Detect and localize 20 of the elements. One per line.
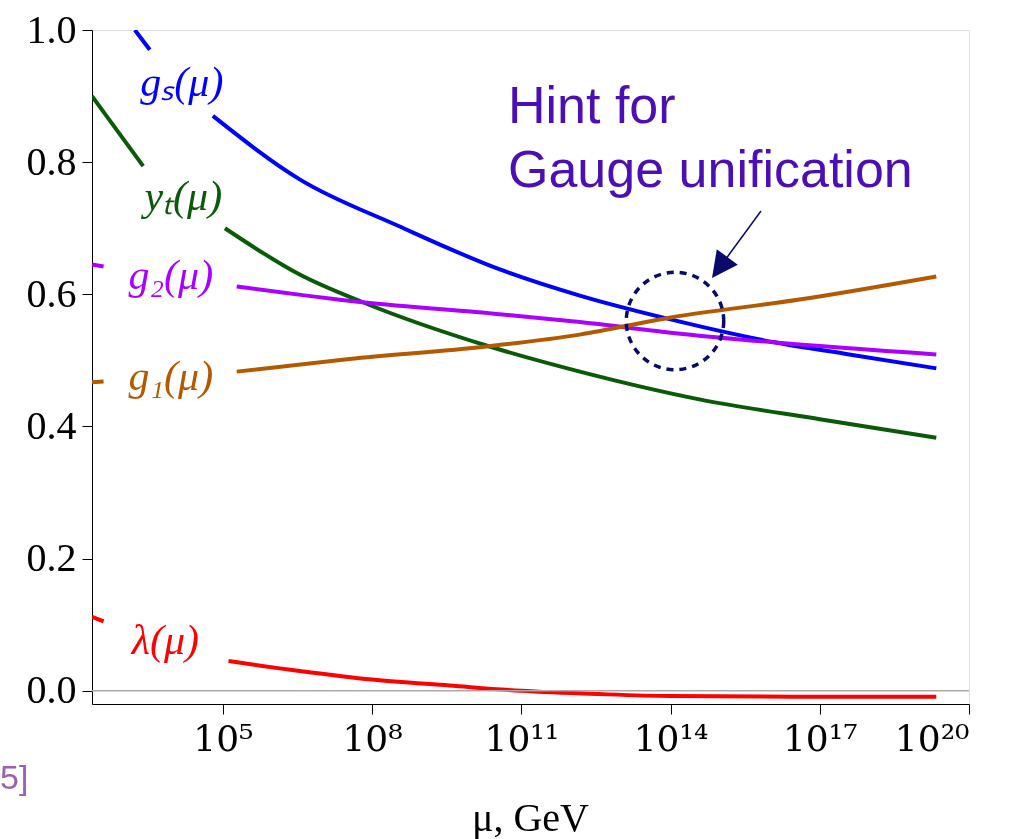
- x-tick-label: 10¹⁷: [782, 717, 858, 759]
- series-label: gₛ(μ): [140, 58, 224, 106]
- y-tick-label: 1.0: [26, 6, 77, 52]
- series-label: λ(μ): [129, 617, 200, 665]
- y-tick-label: 0.0: [26, 667, 77, 713]
- x-tick-label: 10⁸: [342, 717, 403, 759]
- series-label: g₂(μ): [128, 252, 214, 300]
- y-tick-label: 0.8: [26, 138, 77, 184]
- x-tick-label: 10¹⁴: [633, 717, 709, 759]
- x-tick-label: 10²⁰: [894, 717, 970, 759]
- annotation: Hint for Gauge unification: [508, 76, 913, 198]
- series-label: g₁(μ): [128, 352, 214, 400]
- y-tick-label: 0.2: [26, 535, 77, 581]
- x-tick-label: 10¹¹: [484, 717, 560, 759]
- text: 5]: [0, 758, 29, 796]
- y-tick-label: 0.6: [26, 270, 77, 316]
- series-label: yₜ(μ): [140, 173, 223, 221]
- x-axis-title: μ, GeV: [472, 795, 590, 839]
- y-tick-label: 0.4: [26, 402, 77, 448]
- x-tick-label: 10⁵: [193, 717, 254, 759]
